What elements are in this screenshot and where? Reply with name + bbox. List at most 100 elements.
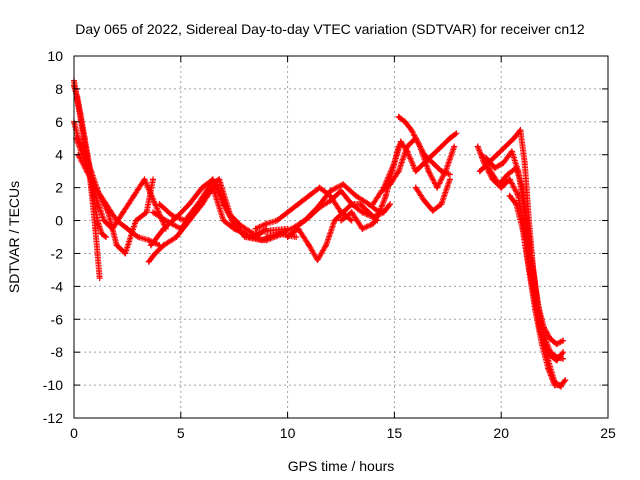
chart-title: Day 065 of 2022, Sidereal Day-to-day VTE… bbox=[75, 21, 585, 37]
data-point bbox=[438, 143, 445, 150]
data-point bbox=[429, 159, 436, 166]
data-point bbox=[109, 225, 116, 232]
data-point bbox=[519, 225, 526, 232]
data-point bbox=[498, 184, 505, 191]
data-point bbox=[553, 354, 560, 361]
data-point bbox=[150, 176, 157, 183]
data-point bbox=[442, 168, 449, 175]
data-point bbox=[81, 135, 88, 142]
data-point bbox=[370, 201, 377, 208]
data-point bbox=[130, 192, 137, 199]
data-point bbox=[258, 237, 265, 244]
data-point bbox=[182, 217, 189, 224]
y-tick-label: 8 bbox=[55, 81, 63, 97]
data-point bbox=[476, 168, 483, 175]
data-point bbox=[338, 217, 344, 224]
data-point bbox=[504, 171, 511, 178]
data-point bbox=[378, 187, 385, 194]
data-point bbox=[327, 197, 334, 204]
series-arc-23 bbox=[506, 192, 569, 389]
data-point bbox=[250, 230, 257, 237]
data-point bbox=[160, 242, 167, 249]
data-point bbox=[395, 113, 402, 120]
data-point bbox=[316, 184, 323, 191]
data-point bbox=[103, 234, 110, 240]
data-point bbox=[511, 135, 518, 142]
tick-labels: 0 5 10 15 20 25 -12 -10 -8 -6 -4 -2 0 2 4 6 8 10 bbox=[43, 48, 616, 441]
data-point bbox=[397, 138, 404, 145]
data-point bbox=[496, 181, 503, 188]
data-point bbox=[380, 184, 387, 191]
data-point bbox=[438, 201, 445, 208]
data-point bbox=[305, 192, 312, 199]
series-arc-18 bbox=[412, 176, 453, 214]
data-point bbox=[348, 209, 355, 216]
data-point bbox=[273, 217, 280, 224]
data-point bbox=[387, 201, 394, 208]
data-point bbox=[506, 176, 513, 183]
data-point bbox=[560, 349, 567, 356]
data-point bbox=[487, 168, 494, 175]
data-point bbox=[376, 209, 383, 216]
data-point bbox=[412, 184, 419, 191]
y-tick-label: -2 bbox=[51, 245, 64, 261]
x-tick-label: 25 bbox=[600, 425, 616, 441]
data-point bbox=[434, 184, 441, 191]
data-point bbox=[525, 266, 532, 273]
data-point bbox=[446, 135, 453, 142]
data-point bbox=[359, 209, 366, 216]
data-point bbox=[295, 222, 302, 229]
data-point bbox=[293, 234, 300, 240]
data-point bbox=[147, 242, 154, 249]
data-point bbox=[103, 201, 110, 208]
data-point bbox=[513, 201, 520, 208]
data-point bbox=[331, 217, 338, 224]
data-point bbox=[382, 192, 389, 199]
y-tick-label: 4 bbox=[55, 147, 63, 163]
data-point bbox=[124, 225, 131, 232]
data-point bbox=[156, 201, 163, 208]
data-point bbox=[517, 127, 524, 134]
data-point bbox=[532, 308, 539, 315]
data-point bbox=[113, 217, 120, 224]
series-arc-16 bbox=[380, 130, 460, 191]
data-point bbox=[340, 209, 347, 216]
data-point bbox=[323, 242, 330, 249]
data-point bbox=[425, 168, 432, 175]
data-point bbox=[92, 192, 99, 199]
data-point bbox=[357, 201, 364, 208]
data-point bbox=[500, 159, 507, 166]
y-axis-label: SDTVAR / TECUs bbox=[6, 181, 22, 293]
data-point bbox=[508, 148, 515, 155]
data-point bbox=[553, 340, 560, 347]
data-point bbox=[263, 220, 270, 227]
data-point bbox=[551, 382, 558, 389]
y-tick-label: -4 bbox=[51, 278, 64, 294]
x-tick-label: 0 bbox=[70, 425, 78, 441]
y-tick-label: -6 bbox=[51, 311, 64, 327]
data-point bbox=[370, 220, 377, 227]
y-tick-label: 6 bbox=[55, 114, 63, 130]
data-point bbox=[451, 143, 458, 150]
y-tick-label: 10 bbox=[47, 48, 63, 64]
data-point bbox=[276, 230, 283, 237]
y-tick-label: -8 bbox=[51, 344, 64, 360]
data-point bbox=[207, 181, 214, 188]
data-point bbox=[94, 217, 101, 224]
data-point bbox=[483, 155, 490, 162]
data-point bbox=[284, 234, 291, 240]
y-tick-label: 0 bbox=[55, 213, 63, 229]
data-point bbox=[216, 176, 223, 183]
data-point bbox=[220, 217, 227, 224]
x-tick-label: 15 bbox=[387, 425, 403, 441]
data-point bbox=[122, 250, 129, 257]
data-point bbox=[515, 168, 522, 175]
x-tick-label: 20 bbox=[493, 425, 509, 441]
data-point bbox=[404, 148, 411, 155]
data-point bbox=[421, 197, 428, 204]
data-point bbox=[141, 176, 148, 183]
data-point bbox=[267, 227, 274, 234]
data-point bbox=[491, 164, 498, 171]
data-point bbox=[177, 225, 184, 232]
